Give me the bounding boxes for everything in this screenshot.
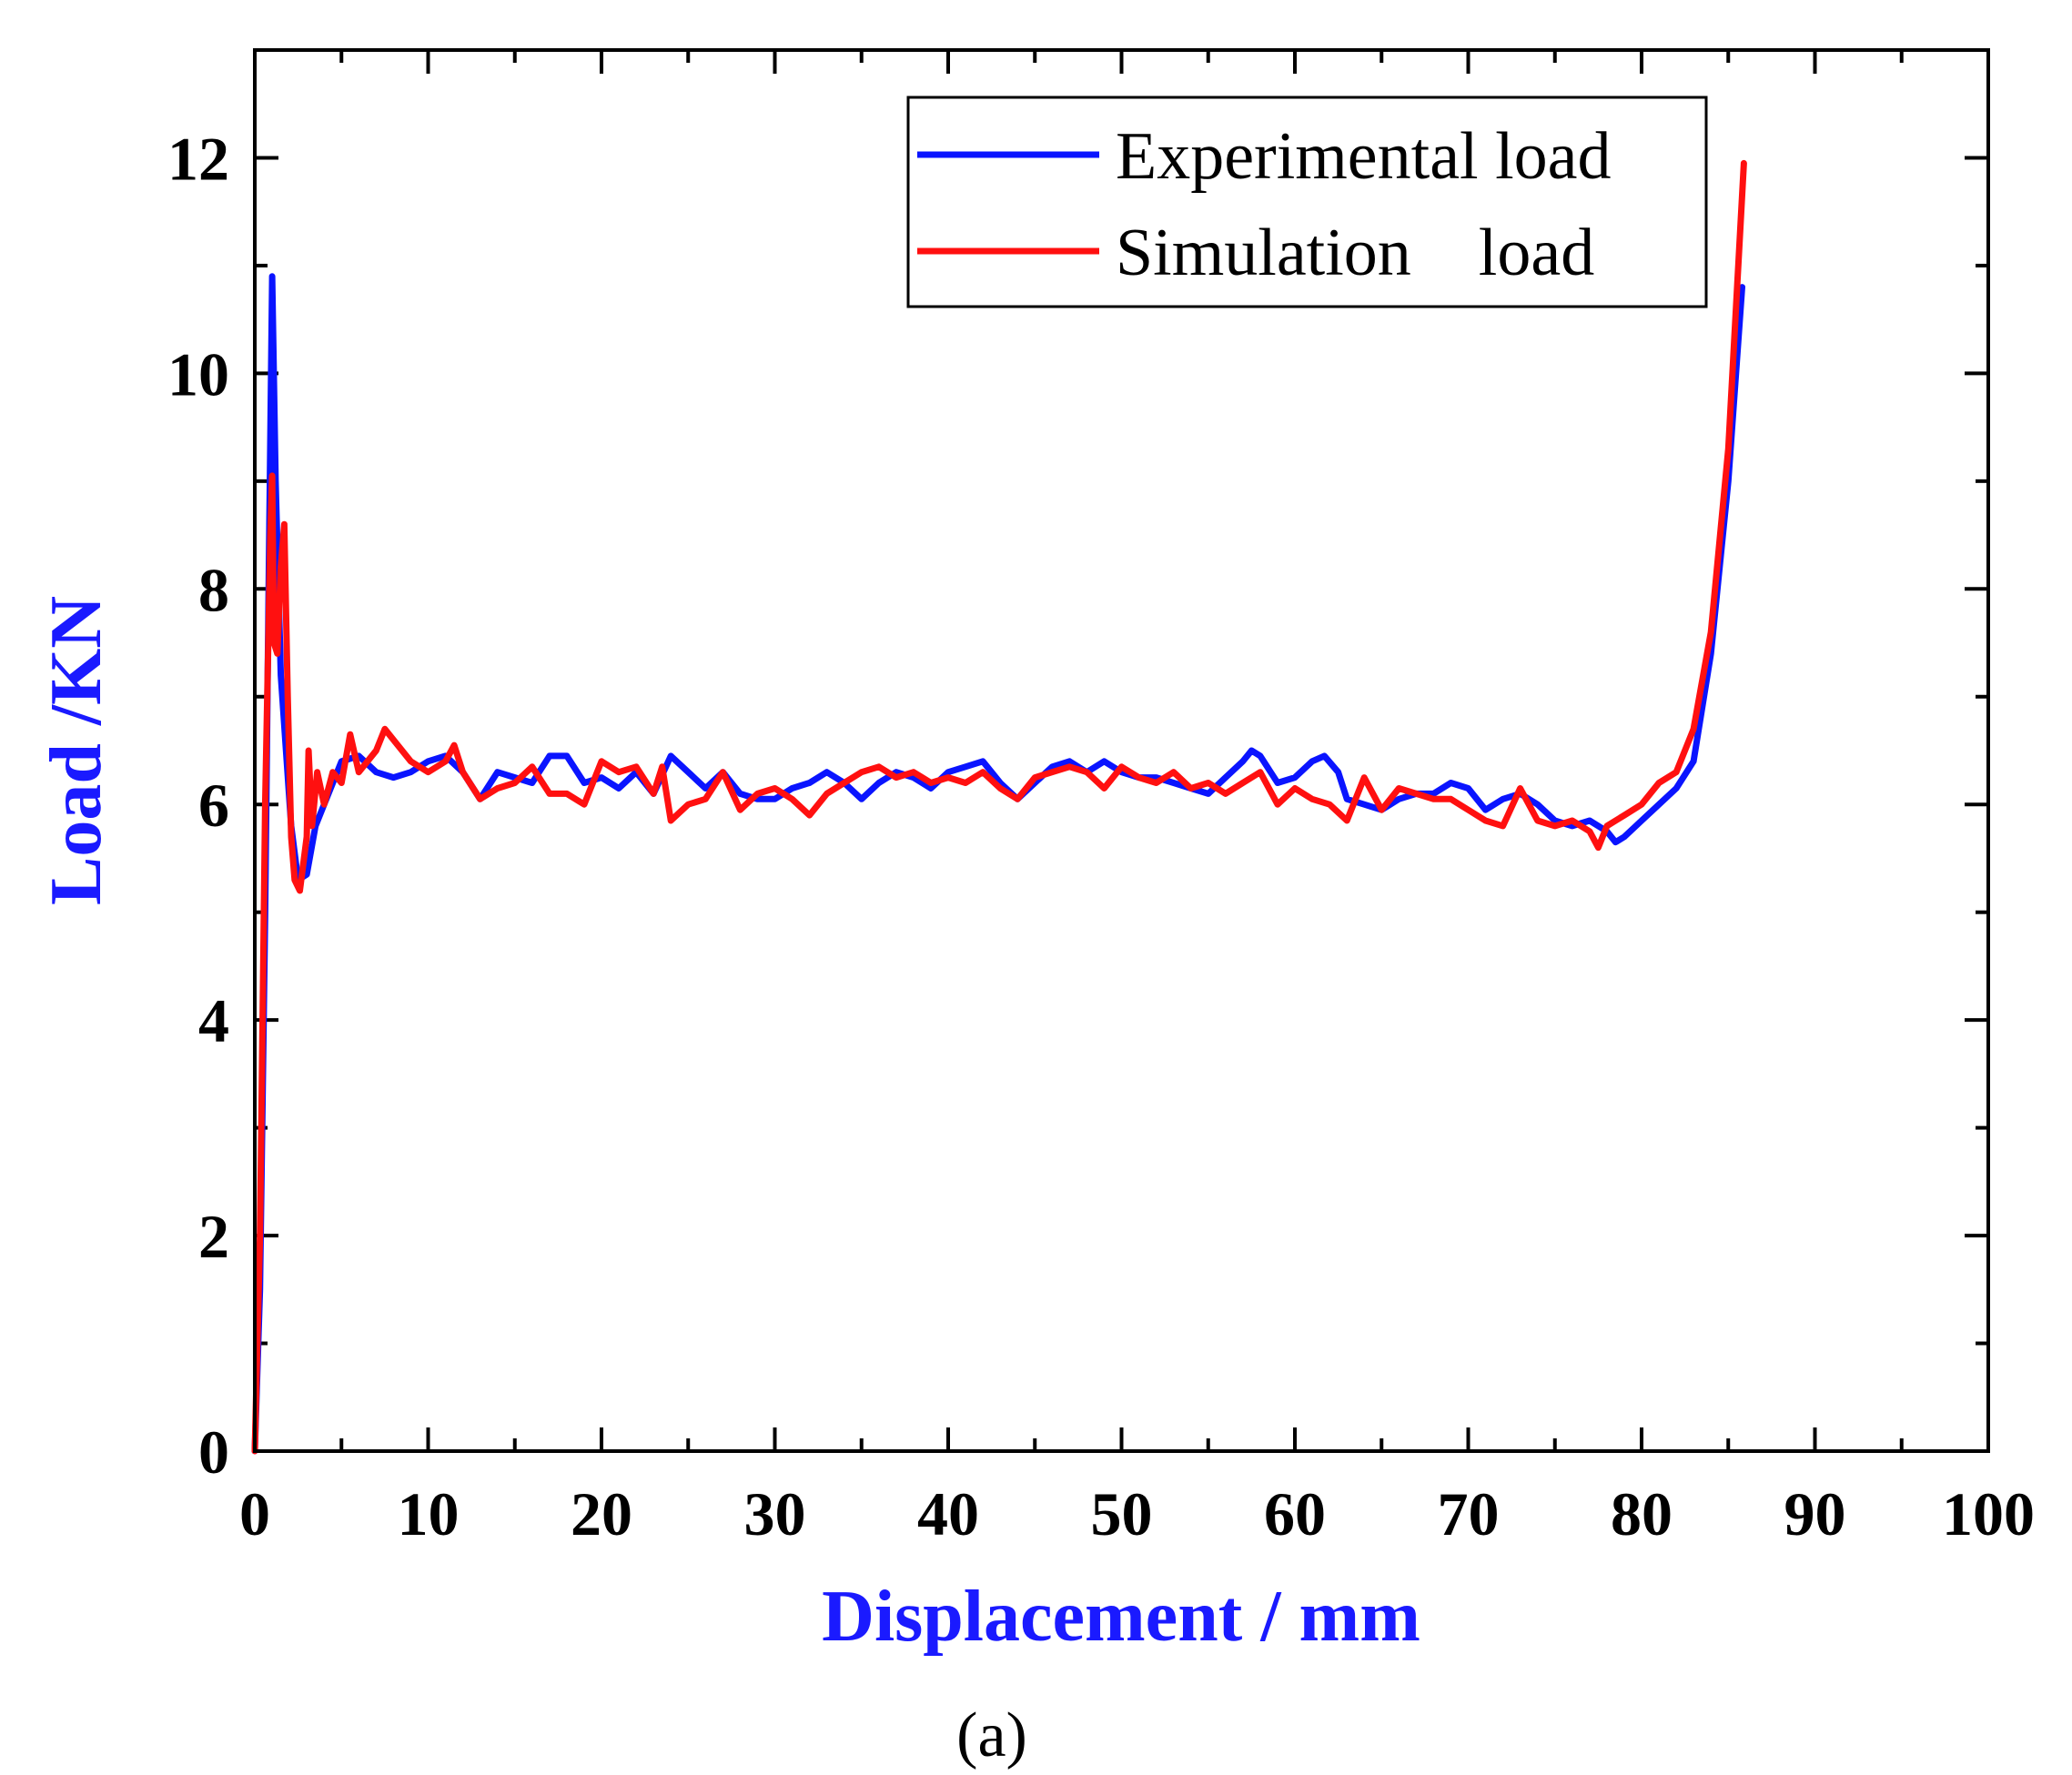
x-tick-label: 30 (744, 1479, 806, 1548)
x-tick-label: 0 (239, 1479, 270, 1548)
x-tick-label: 100 (1942, 1479, 2035, 1548)
y-tick-label: 0 (198, 1417, 229, 1487)
x-axis-title: Displacement / mm (822, 1577, 1420, 1657)
figure-caption: (a) (956, 1700, 1027, 1770)
series-line-experimental (251, 273, 1745, 1455)
legend-box (906, 96, 1708, 308)
y-tick-label: 8 (198, 555, 229, 624)
y-tick-label: 2 (198, 1202, 229, 1271)
x-tick-label: 40 (917, 1479, 979, 1548)
y-tick-label: 10 (167, 339, 229, 408)
x-tick-labels: 0 10 20 30 40 50 60 70 80 90 100 (239, 1479, 2035, 1548)
legend: Experimental load Simulation load (906, 96, 1708, 308)
y-tick-label: 4 (198, 986, 229, 1055)
x-tick-label: 90 (1784, 1479, 1846, 1548)
data-series (251, 159, 1747, 1455)
legend-label-simulation: Simulation load (1116, 216, 1594, 290)
series-line-simulation (251, 159, 1747, 1455)
x-tick-label: 20 (571, 1479, 632, 1548)
y-axis-title: Load /KN (36, 596, 116, 905)
x-tick-label: 80 (1611, 1479, 1673, 1548)
plot-frame (253, 48, 1990, 1453)
y-tick-label: 12 (167, 124, 229, 193)
y-tick-label: 6 (198, 771, 229, 840)
x-tick-label: 10 (398, 1479, 460, 1548)
x-tick-label: 60 (1264, 1479, 1326, 1548)
legend-label-experimental: Experimental load (1116, 119, 1612, 194)
x-tick-label: 70 (1438, 1479, 1500, 1548)
y-tick-labels: 0 2 4 6 8 10 12 (167, 124, 229, 1487)
x-tick-label: 50 (1091, 1479, 1153, 1548)
